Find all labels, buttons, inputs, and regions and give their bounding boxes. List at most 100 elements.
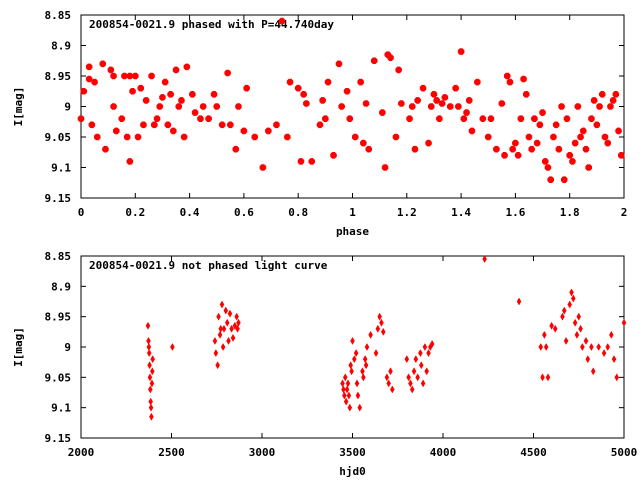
data-point xyxy=(425,139,432,147)
data-point xyxy=(482,255,487,264)
data-point xyxy=(411,145,419,153)
data-point xyxy=(552,324,558,333)
data-point xyxy=(474,78,481,86)
data-point xyxy=(284,133,291,141)
data-point xyxy=(294,84,302,92)
x-tick-label: 0.2 xyxy=(125,206,145,219)
data-point xyxy=(360,139,367,147)
data-point xyxy=(533,139,541,147)
x-axis-title: hjd0 xyxy=(339,465,366,478)
data-point xyxy=(579,127,587,135)
data-point xyxy=(409,385,415,394)
data-point xyxy=(611,355,617,364)
data-point xyxy=(516,297,522,306)
data-point xyxy=(341,385,346,394)
data-point xyxy=(170,127,177,135)
x-tick-label: 3000 xyxy=(249,446,276,459)
data-point xyxy=(210,91,218,98)
data-point xyxy=(368,330,373,339)
data-point xyxy=(406,373,411,382)
data-point xyxy=(436,115,443,122)
data-point xyxy=(506,78,514,86)
data-point xyxy=(342,391,347,400)
data-point xyxy=(590,97,598,104)
data-point xyxy=(340,379,345,388)
data-point xyxy=(550,133,557,141)
data-point xyxy=(364,342,370,352)
data-point xyxy=(80,88,87,95)
y-tick-label: 9.1 xyxy=(51,162,71,175)
data-point xyxy=(593,121,601,129)
data-point xyxy=(549,321,554,330)
data-point xyxy=(398,100,405,107)
data-point xyxy=(569,288,574,297)
data-point xyxy=(149,379,155,388)
data-point xyxy=(259,164,267,171)
y-tick-label: 9.05 xyxy=(45,131,72,144)
data-point xyxy=(460,115,468,122)
x-tick-label: 0.4 xyxy=(180,206,200,219)
x-tick-label: 4500 xyxy=(520,446,547,459)
data-point xyxy=(517,115,525,122)
data-point xyxy=(377,312,382,321)
data-point xyxy=(219,300,225,309)
data-point xyxy=(580,342,585,352)
data-point xyxy=(342,373,348,382)
data-point xyxy=(223,306,229,315)
x-tick-label: 2 xyxy=(621,206,628,219)
data-point xyxy=(286,78,294,86)
data-point xyxy=(465,97,473,104)
data-point xyxy=(91,78,98,86)
data-point xyxy=(601,349,607,358)
y-tick-label: 9 xyxy=(64,341,71,354)
data-point xyxy=(614,373,620,382)
data-point xyxy=(297,158,305,165)
y-tick-label: 9.05 xyxy=(45,371,72,384)
data-point xyxy=(379,109,386,116)
data-point xyxy=(142,97,150,104)
data-point xyxy=(596,342,601,352)
data-point xyxy=(345,379,351,388)
data-point xyxy=(175,103,182,110)
data-point xyxy=(224,69,231,77)
data-point xyxy=(224,318,230,327)
data-point xyxy=(346,115,354,122)
data-point xyxy=(446,103,454,110)
data-point xyxy=(387,54,394,62)
data-point xyxy=(319,97,326,104)
data-point xyxy=(544,164,552,171)
data-point xyxy=(501,152,508,159)
data-point xyxy=(528,145,535,153)
data-point xyxy=(129,88,136,95)
data-point xyxy=(316,121,324,129)
data-point xyxy=(525,133,533,141)
data-point xyxy=(107,66,115,74)
data-point xyxy=(147,373,153,382)
data-point xyxy=(146,342,152,352)
data-point xyxy=(352,355,357,364)
data-point xyxy=(375,324,381,333)
data-point xyxy=(178,97,185,104)
data-point xyxy=(357,403,363,412)
data-point xyxy=(545,373,551,382)
data-point xyxy=(585,164,593,171)
x-tick-label: 5000 xyxy=(611,446,638,459)
y-tick-label: 8.9 xyxy=(51,40,71,53)
data-point xyxy=(85,63,93,71)
data-point xyxy=(343,397,349,406)
data-point xyxy=(300,91,307,98)
data-point xyxy=(147,361,152,370)
data-point xyxy=(571,294,576,303)
data-point xyxy=(433,97,440,104)
data-point xyxy=(346,391,352,400)
data-point xyxy=(512,139,519,147)
x-tick-label: 1.6 xyxy=(505,206,525,219)
y-tick-label: 8.95 xyxy=(45,311,72,324)
data-point xyxy=(563,336,569,345)
data-point xyxy=(145,321,151,330)
data-point xyxy=(361,373,366,382)
data-point xyxy=(585,355,591,364)
y-tick-label: 8.95 xyxy=(45,70,72,83)
data-point xyxy=(419,84,427,92)
data-point xyxy=(567,300,572,309)
